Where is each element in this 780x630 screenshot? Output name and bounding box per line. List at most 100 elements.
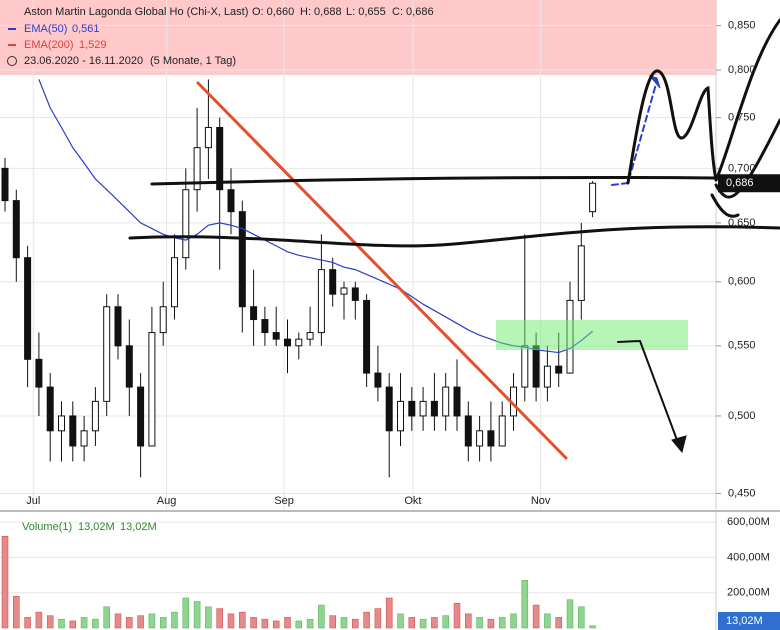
candle-body <box>46 386 54 432</box>
arrow-head <box>671 435 687 454</box>
trend-line <box>196 81 568 460</box>
x-tick-label: Sep <box>274 495 294 507</box>
ohlc: O: 0,660 <box>252 6 294 18</box>
legend-value: 0,561 <box>72 23 100 35</box>
candle-body <box>261 319 269 334</box>
candle-body <box>35 358 43 388</box>
candle-body <box>351 287 359 301</box>
candle-body <box>363 299 371 374</box>
support-line <box>128 225 780 248</box>
volume-bar <box>193 601 201 629</box>
ema-line <box>38 79 593 354</box>
candle-body <box>317 269 325 334</box>
x-tick-label: Okt <box>404 495 421 507</box>
volume-bar <box>205 606 212 629</box>
volume-bar <box>352 618 359 629</box>
last-price-box <box>718 174 780 193</box>
candle-body <box>103 306 111 402</box>
candle-body <box>577 245 585 301</box>
candle-body <box>227 189 235 213</box>
volume-bar <box>465 613 472 629</box>
chart-title: Aston Martin Lagonda Global Ho (Chi-X, L… <box>24 6 248 18</box>
ohlc: L: 0,655 <box>346 6 386 18</box>
volume-bar <box>159 617 167 629</box>
ohlc: H: 0,688 <box>300 6 342 18</box>
candle-body <box>419 400 427 417</box>
y-tick-label: 400,00M <box>727 551 770 563</box>
x-tick-label: Jul <box>26 495 40 507</box>
volume-bar <box>578 606 585 629</box>
volume-bar <box>58 618 65 629</box>
volume-bar <box>487 618 495 629</box>
volume-bar <box>13 595 20 629</box>
scenario-path <box>710 18 780 218</box>
candle-body <box>159 306 167 334</box>
candle-body <box>250 306 258 321</box>
y-tick-label: 0,500 <box>728 410 756 422</box>
candle-body <box>216 126 224 191</box>
volume-bar <box>510 613 517 629</box>
arrow-head <box>648 75 661 89</box>
y-tick-label: 0,800 <box>728 64 756 76</box>
y-tick-label: 0,700 <box>728 162 756 174</box>
volume-bar <box>216 608 223 629</box>
volume-bar <box>340 617 348 629</box>
volume-title: Volume(1) <box>22 521 72 533</box>
volume-bar <box>476 617 483 629</box>
volume-bar <box>544 613 551 629</box>
candle-body <box>295 338 303 347</box>
candle-body <box>340 287 348 295</box>
volume-bar <box>103 606 110 629</box>
y-tick-label: 0,850 <box>728 19 756 31</box>
y-tick-label: 0,600 <box>728 276 756 288</box>
volume-bar <box>272 620 280 629</box>
candle-body <box>385 386 393 432</box>
legend-label: EMA(200) <box>24 39 74 51</box>
candle-body <box>1 167 9 202</box>
volume-bar <box>555 617 562 629</box>
volume-bar <box>148 613 156 629</box>
y-tick-label: 0,550 <box>728 340 756 352</box>
volume-bar <box>46 615 54 629</box>
down-arrow <box>617 339 681 449</box>
candle-body <box>284 338 291 347</box>
resistance-line <box>150 175 717 186</box>
candle-body <box>80 430 88 447</box>
ohlc: C: 0,686 <box>392 6 434 18</box>
volume-bar <box>69 620 77 629</box>
volume-bar <box>92 618 99 629</box>
volume-bar <box>498 617 506 629</box>
candle-body <box>487 430 495 447</box>
price-plot <box>0 0 716 510</box>
volume-value: 13,02M <box>120 521 157 533</box>
candle-body <box>521 345 529 388</box>
y-tick-label: 0,750 <box>728 112 756 124</box>
candle-body <box>498 415 506 447</box>
period: 23.06.2020 - 16.11.2020 <box>24 55 143 67</box>
volume-value: 13,02M <box>78 521 115 533</box>
volume-bar <box>182 597 190 629</box>
legend-value: 1,529 <box>79 39 107 51</box>
volume-bar <box>566 599 574 629</box>
candle-body <box>204 126 212 149</box>
volume-bar <box>521 580 529 629</box>
candle-body <box>555 365 563 374</box>
scenario-path <box>626 69 718 185</box>
volume-bar <box>329 615 336 629</box>
volume-bar <box>374 608 382 629</box>
candle-body <box>397 400 404 432</box>
candle-body <box>24 257 32 360</box>
volume-bar <box>532 604 540 629</box>
y-tick-label: 600,00M <box>727 516 770 528</box>
candle-body <box>171 257 178 308</box>
candle-body <box>272 332 280 340</box>
annotations <box>128 18 780 460</box>
volume-bar <box>35 611 43 629</box>
volume-bar <box>137 615 144 629</box>
volume-bar <box>408 617 416 629</box>
last-price: 0,686 <box>726 177 754 189</box>
candle-body <box>374 372 382 388</box>
volume-bar <box>261 618 269 629</box>
candle-body <box>193 147 201 191</box>
